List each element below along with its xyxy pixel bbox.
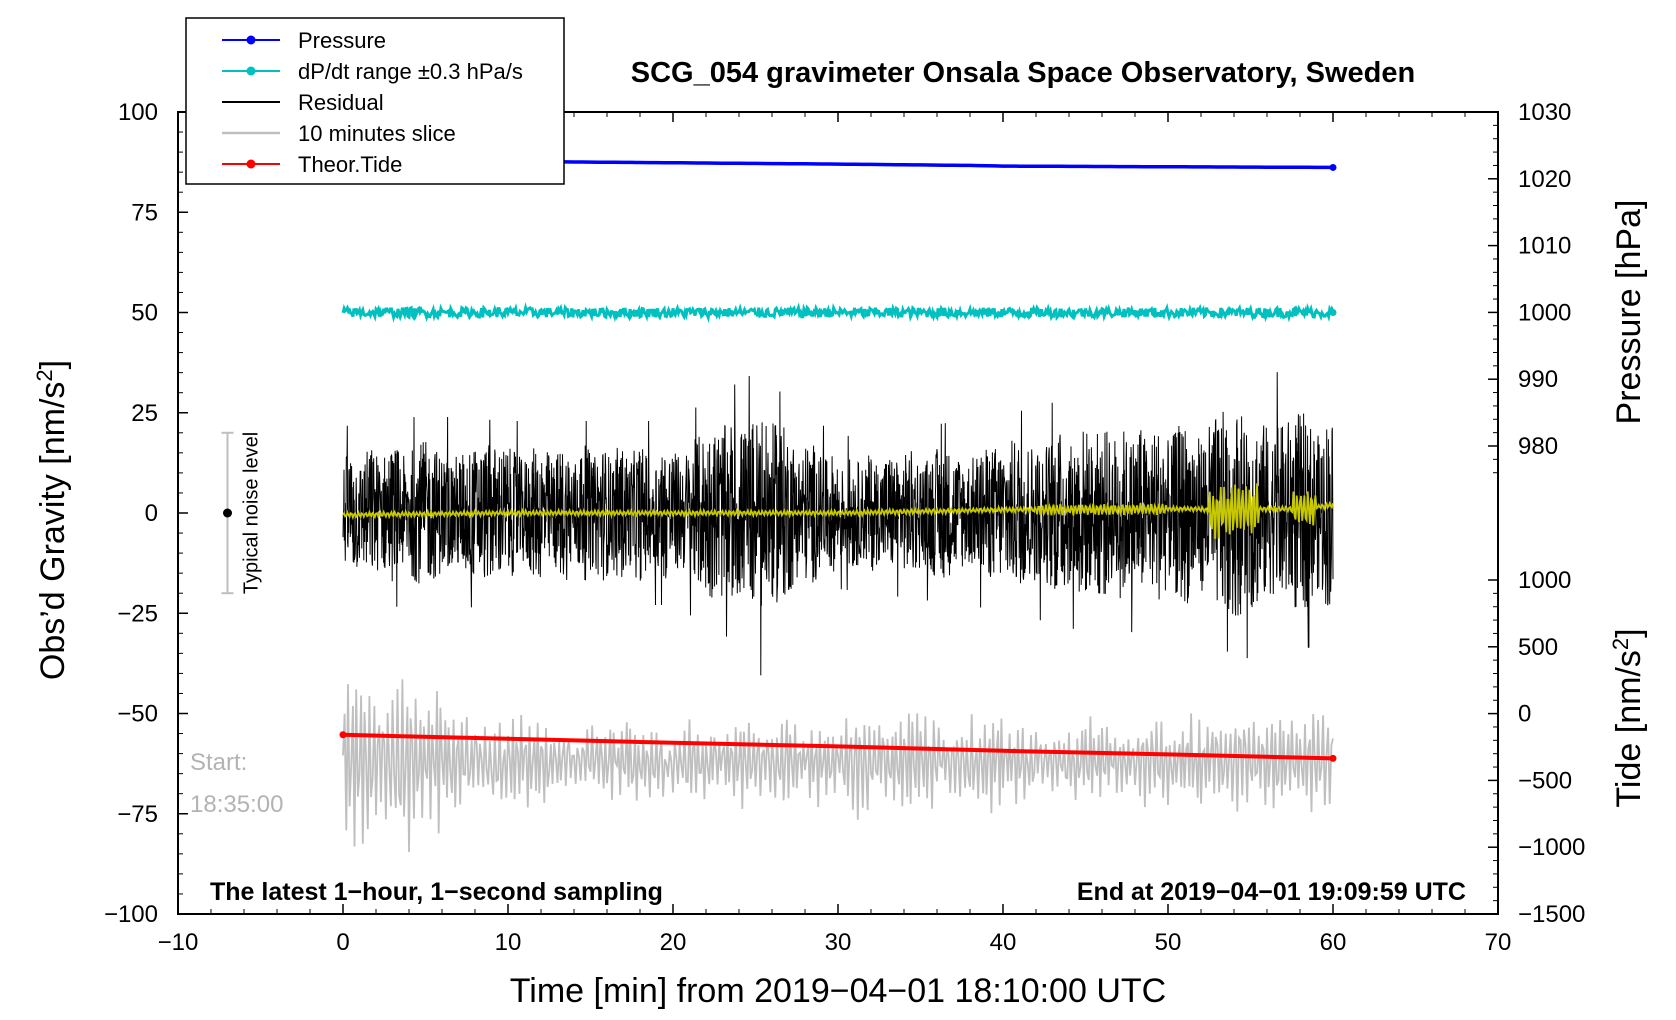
x-axis-ticks: −10 0 10 20 30 40 50 60 70: [158, 112, 1512, 956]
pressure-axis-ticks: 980 990 1000 1010 1020 1030: [1488, 99, 1571, 474]
legend-label: Theor.Tide: [298, 152, 402, 177]
pressure-tick-label: 990: [1518, 366, 1558, 393]
slice-series: [342, 679, 1334, 853]
chart-title: SCG_054 gravimeter Onsala Space Observat…: [631, 57, 1415, 89]
x-tick-label: 10: [495, 929, 522, 956]
y-tick-label: 100: [118, 99, 158, 126]
tide-tick-label: 1000: [1518, 567, 1571, 594]
legend-label: 10 minutes slice: [298, 121, 456, 146]
legend-marker: [246, 159, 256, 169]
residual-line: [342, 372, 1334, 676]
start-label: Start:: [190, 749, 247, 776]
noise-label: Typical noise level: [241, 432, 263, 594]
residual-smoothed-series: [342, 483, 1334, 539]
dpdt-end-marker: [1329, 309, 1337, 316]
y-tick-label: −100: [104, 901, 158, 928]
tide-end-marker: [1329, 754, 1337, 762]
x-tick-label: 60: [1320, 929, 1347, 956]
y-tick-label: 75: [131, 199, 158, 226]
y-tick-label: −25: [117, 600, 158, 627]
pressure-tick-label: 1000: [1518, 299, 1571, 326]
pressure-tick-label: 980: [1518, 433, 1558, 460]
sampling-note: The latest 1−hour, 1−second sampling: [210, 878, 663, 906]
x-tick-label: 20: [660, 929, 687, 956]
legend: Pressure dP/dt range ±0.3 hPa/s Residual 10…: [185, 17, 565, 185]
pressure-tick-label: 1030: [1518, 99, 1571, 126]
tide-axis-title: Tide [nm/s2]: [1608, 628, 1648, 807]
tide-line: [342, 732, 1334, 761]
tide-tick-label: 0: [1518, 701, 1531, 728]
tide-tick-label: −500: [1518, 767, 1572, 794]
y-tick-label: 0: [145, 500, 158, 527]
y-tick-label: 50: [131, 300, 158, 327]
pressure-end-marker: [1329, 163, 1337, 171]
tide-tick-label: −1000: [1518, 834, 1585, 861]
x-tick-label: 0: [336, 929, 349, 956]
y-tick-label: −50: [117, 701, 158, 728]
tide-series: [339, 731, 1337, 762]
pressure-tick-label: 1020: [1518, 166, 1571, 193]
x-tick-label: 40: [990, 929, 1017, 956]
x-tick-label: 30: [825, 929, 852, 956]
dpdt-series: [341, 302, 1337, 324]
end-time-note: End at 2019−04−01 19:09:59 UTC: [1077, 878, 1466, 906]
legend-marker: [246, 66, 256, 76]
start-time: 18:35:00: [190, 791, 283, 818]
legend-label: Residual: [298, 90, 384, 115]
y-axis-ticks: −100 −75 −50 −25 0 25 50 75 100: [104, 99, 188, 928]
pressure-tick-label: 1010: [1518, 233, 1571, 260]
legend-marker: [246, 35, 256, 45]
y-tick-label: 25: [131, 400, 158, 427]
tide-tick-label: −1500: [1518, 901, 1585, 928]
x-tick-label: −10: [158, 929, 199, 956]
x-tick-label: 70: [1485, 929, 1512, 956]
tide-tick-label: 500: [1518, 634, 1558, 661]
x-tick-label: 50: [1155, 929, 1182, 956]
noise-level-indicator: Typical noise level: [221, 431, 263, 595]
tide-axis-ticks: −1500 −1000 −500 0 500 1000: [1488, 567, 1585, 928]
residual-series: [342, 372, 1334, 676]
noise-center-dot: [223, 508, 232, 518]
tide-start-marker: [339, 731, 347, 739]
pressure-axis-title: Pressure [hPa]: [1610, 200, 1648, 425]
y-axis-title: Obs’d Gravity [nm/s2]: [32, 360, 72, 680]
legend-label: Pressure: [298, 28, 386, 53]
legend-label: dP/dt range ±0.3 hPa/s: [298, 59, 523, 84]
residual-smoothed-line: [342, 483, 1334, 539]
dpdt-line: [341, 302, 1335, 324]
slice-line: [342, 679, 1334, 853]
x-axis-title: Time [min] from 2019−04−01 18:10:00 UTC: [510, 972, 1166, 1010]
y-tick-label: −75: [117, 801, 158, 828]
